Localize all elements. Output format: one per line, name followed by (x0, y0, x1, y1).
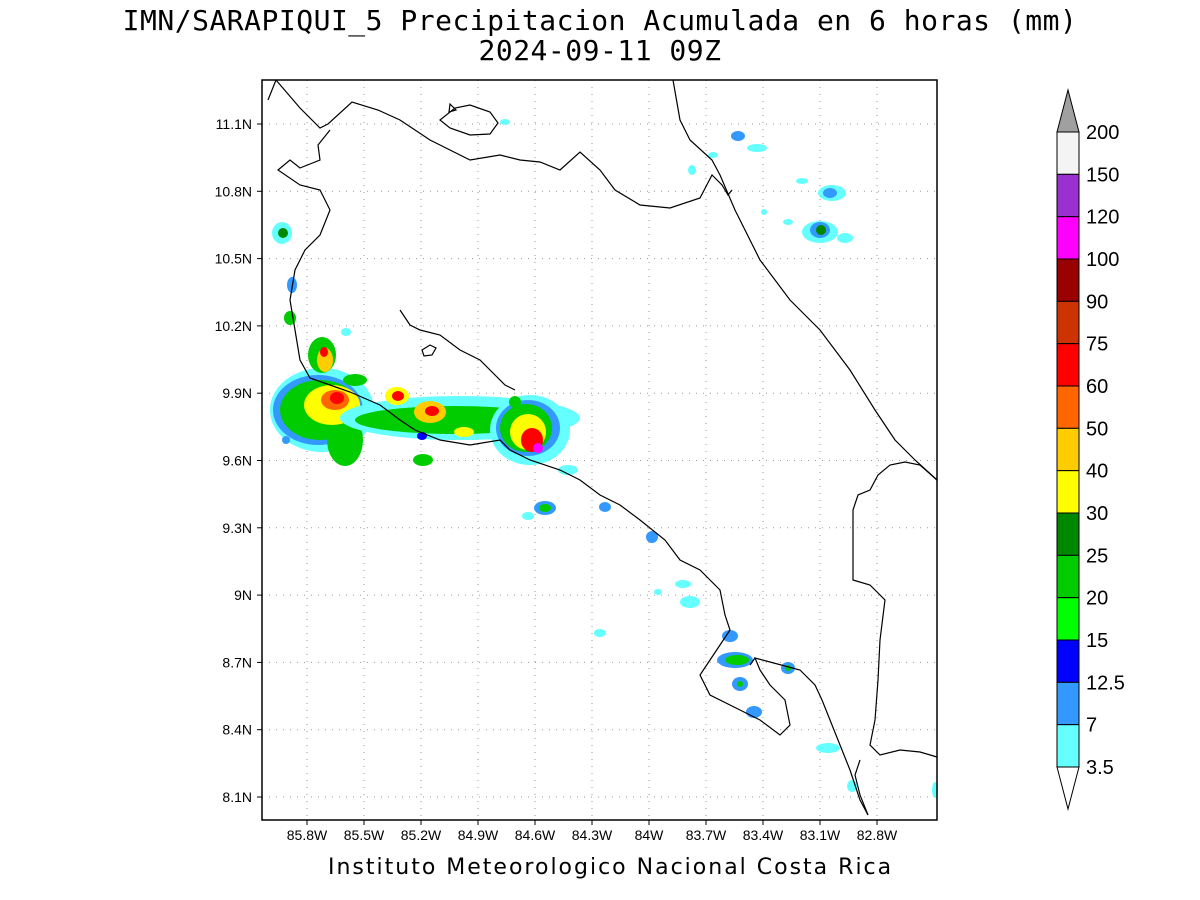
colorbar-label: 12.5 (1086, 672, 1125, 694)
lat-tick-label: 8.7N (222, 654, 252, 670)
colorbar-segment (1056, 173, 1080, 218)
lon-tick-label: 83.4W (743, 827, 784, 843)
colorbar-under-triangle (1056, 766, 1080, 811)
lat-tick-label: 10.8N (215, 183, 252, 199)
colorbar-label: 15 (1086, 630, 1108, 652)
lat-tick-label: 8.1N (222, 789, 252, 805)
colorbar-label: 40 (1086, 461, 1108, 483)
colorbar-segment (1056, 470, 1080, 514)
lon-tick-label: 83.7W (686, 827, 727, 843)
colorbar-segment (1056, 258, 1080, 302)
lon-tick-label: 85.5W (344, 827, 385, 843)
lat-tick-label: 8.4N (222, 722, 252, 738)
lat-tick-label: 11.1N (216, 116, 252, 132)
map-subtitle: 2024-09-11 09Z (478, 34, 722, 67)
colorbar-label: 30 (1086, 503, 1108, 525)
lat-tick-label: 9.6N (222, 453, 252, 469)
precip-cluster-nicoya (270, 222, 374, 466)
colorbar-label: 60 (1086, 376, 1108, 398)
lon-tick-label: 84.3W (572, 827, 613, 843)
colorbar-segment (1056, 639, 1080, 683)
lon-tick-label: 84.6W (515, 827, 556, 843)
institution-footer: Instituto Meteorologico Nacional Costa R… (328, 855, 894, 880)
map-frame (261, 79, 938, 821)
gridlines (262, 80, 937, 820)
colorbar-label: 100 (1086, 249, 1119, 271)
colorbar-segment (1056, 681, 1080, 726)
lon-tick-label: 84.9W (458, 827, 499, 843)
colorbar-label: 3.5 (1086, 757, 1114, 779)
colorbar-segment (1056, 131, 1080, 175)
colorbar-label: 75 (1086, 334, 1108, 356)
colorbar-label: 200 (1086, 122, 1119, 144)
lon-tick-label: 84W (635, 827, 665, 843)
lon-tick-label: 83.1W (800, 827, 841, 843)
colorbar-over-triangle (1056, 88, 1080, 133)
colorbar: 200 150 120 100 90 75 60 50 40 30 25 20 15 12.5 7 3.5 (1056, 88, 1125, 811)
lon-tick-label: 85.8W (287, 827, 328, 843)
colorbar-segment (1056, 343, 1080, 387)
lat-tick-label: 9.9N (222, 385, 252, 401)
colorbar-segment (1056, 724, 1080, 768)
lat-tick-label: 10.2N (215, 318, 252, 334)
colorbar-segment (1056, 300, 1080, 345)
colorbar-segment (1056, 597, 1080, 641)
colorbar-label: 7 (1086, 715, 1097, 737)
colorbar-segment (1056, 385, 1080, 429)
colorbar-label: 120 (1086, 207, 1119, 229)
colorbar-segment (1056, 427, 1080, 472)
lat-tick-label: 9N (234, 587, 252, 603)
colorbar-label: 90 (1086, 291, 1108, 313)
latitude-tick-labels: 11.1N 10.8N 10.5N 10.2N 9.9N 9.6N 9.3N 9N 8.7N 8.… (215, 116, 262, 805)
colorbar-segment (1056, 216, 1080, 260)
colorbar-label: 150 (1086, 164, 1119, 186)
precip-cluster-central (490, 395, 611, 520)
lon-tick-label: 82.8W (857, 827, 898, 843)
lat-tick-label: 10.5N (215, 251, 252, 267)
map-title: IMN/SARAPIQUI_5 Precipitacion Acumulada … (122, 4, 1078, 37)
colorbar-label: 50 (1086, 418, 1108, 440)
colorbar-segment (1056, 554, 1080, 599)
lon-tick-label: 85.2W (401, 827, 442, 843)
colorbar-label: 25 (1086, 545, 1108, 567)
precip-scattered (500, 119, 938, 798)
lat-tick-label: 9.3N (222, 520, 252, 536)
colorbar-segment (1056, 512, 1080, 556)
colorbar-label: 20 (1086, 588, 1108, 610)
coastlines (267, 79, 938, 816)
precipitation-field (270, 119, 938, 798)
longitude-tick-labels: 85.8W 85.5W 85.2W 84.9W 84.6W 84.3W 84W 83.7W 83… (287, 820, 898, 843)
